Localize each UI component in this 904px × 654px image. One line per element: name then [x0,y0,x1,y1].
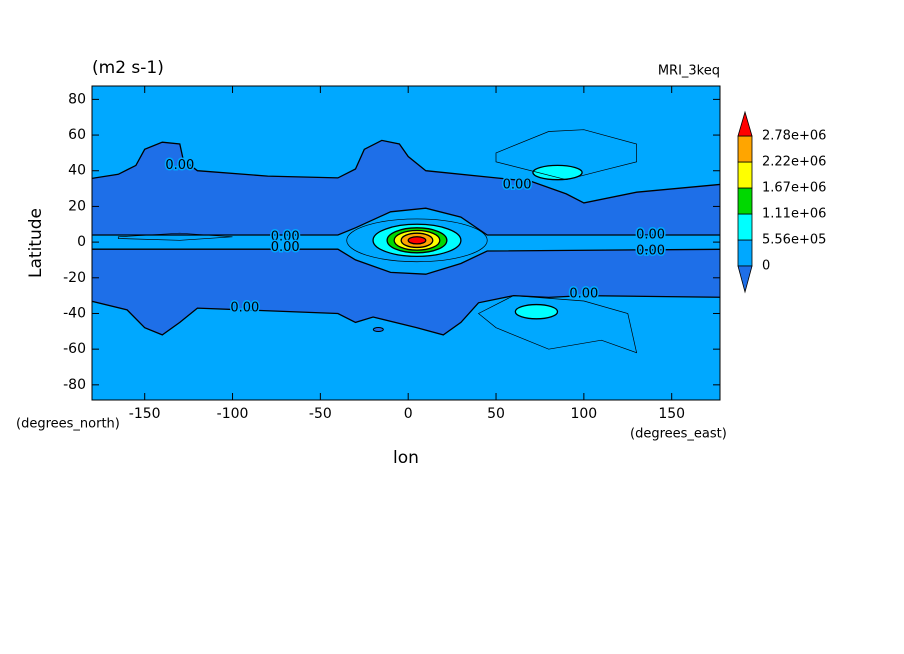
y-tick-label: 0 [77,234,86,250]
colorbar-box [737,161,753,189]
y-axis-label: Latitude [26,208,46,278]
x-tick-label: -50 [309,406,332,422]
x-tick-label: 150 [658,406,685,422]
y-tick-label: -60 [63,341,86,357]
contour-label: 0.00 [165,158,194,173]
contour-line [117,232,233,241]
x-tick-label: 100 [570,406,597,422]
contour-label: 0.00 [271,229,300,244]
x-axis-label: lon [393,448,419,468]
colorbar-label: 1.11e+06 [762,207,826,222]
x-tick-label: 50 [487,406,505,422]
region [407,236,427,245]
y-tick-label: -40 [63,305,86,321]
colorbar-low [737,265,753,294]
y-tick-label: 40 [68,163,86,179]
colorbar-label: 0 [762,259,770,274]
y-tick-label: -80 [63,377,86,393]
field: 0.000.000.000.000.000.000.000.00 [91,85,721,401]
contour-label: 0.00 [503,178,532,193]
contours: 0.000.000.000.000.000.000.000.00 [92,86,720,400]
plot-frame [91,85,721,401]
contour-label: 0.00 [271,240,300,255]
units: (m2 s-1) [92,58,164,78]
y-tick-label: -20 [63,270,86,286]
colorbar-box [737,135,753,163]
colorbar-high [737,110,753,137]
colorbar-box [737,239,753,267]
contour-label: 0.00 [230,301,259,316]
colorbar-label: 2.22e+06 [762,155,826,170]
y-tick-label: 20 [68,198,86,214]
x-tick-label: -100 [217,406,249,422]
colorbar-label: 2.78e+06 [762,129,826,144]
colorbar-box [737,213,753,241]
chart-title: MRI_3keq [658,64,720,79]
region [514,303,559,320]
colorbar-box [737,187,753,215]
x-tick-label: 0 [404,406,413,422]
contour-label: 0.00 [636,244,665,259]
x-tick-label: -150 [129,406,161,422]
y-unit: (degrees_north) [16,417,120,432]
y-tick-label: 60 [68,127,86,143]
colorbar-label: 5.56e+05 [762,233,826,248]
contour-line [495,129,637,181]
contour-line [477,295,638,354]
region [532,164,583,181]
y-tick-label: 80 [68,91,86,107]
contour-label: 0.00 [569,286,598,301]
region [92,139,720,236]
region [92,248,720,336]
contour-label: 0.00 [636,227,665,242]
small-region [372,327,384,333]
x-unit: (degrees_east) [630,427,727,442]
colorbar-label: 1.67e+06 [762,181,826,196]
